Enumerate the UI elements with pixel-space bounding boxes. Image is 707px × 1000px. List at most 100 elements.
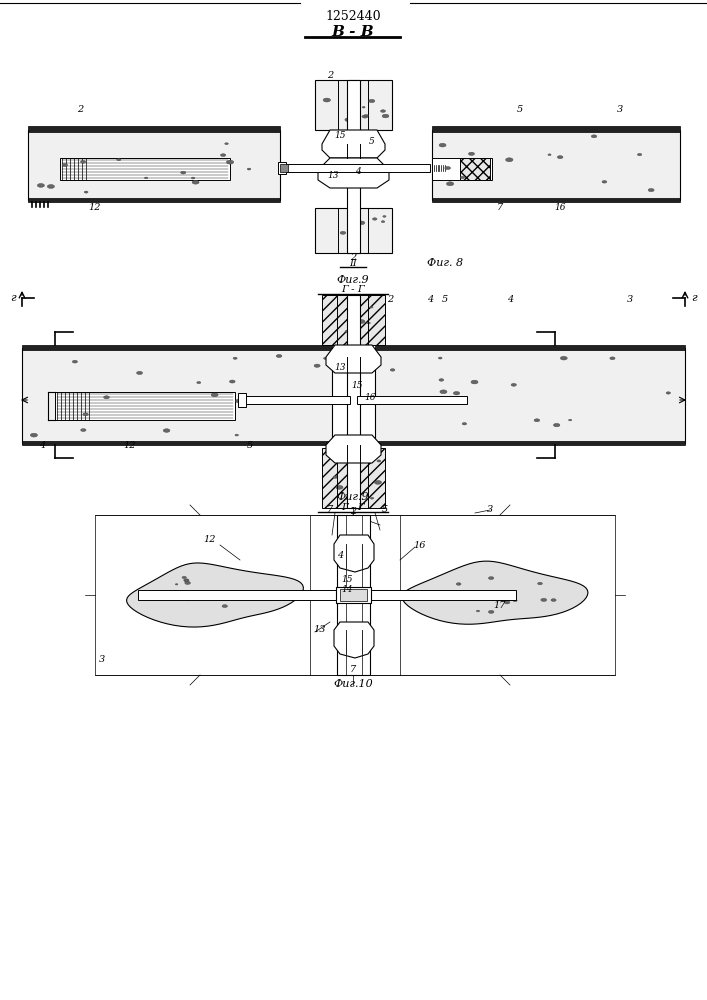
Polygon shape (144, 177, 148, 179)
Polygon shape (591, 135, 597, 138)
Polygon shape (456, 583, 461, 585)
Text: 16: 16 (414, 540, 426, 550)
Text: 4: 4 (337, 550, 343, 560)
Polygon shape (541, 598, 547, 601)
Polygon shape (358, 320, 365, 324)
Polygon shape (390, 369, 395, 371)
Polygon shape (469, 152, 474, 155)
Bar (22, 348, 332, 443)
Polygon shape (370, 306, 373, 308)
Polygon shape (462, 423, 467, 425)
Text: 2: 2 (350, 506, 356, 516)
Bar (315, 80, 392, 130)
Bar (432, 126, 680, 132)
Polygon shape (222, 605, 228, 608)
Text: 16: 16 (554, 202, 566, 212)
Polygon shape (326, 345, 381, 373)
Polygon shape (192, 177, 195, 179)
Polygon shape (163, 429, 170, 432)
Text: Г - Г: Г - Г (341, 286, 365, 294)
Bar (322, 448, 385, 508)
Polygon shape (127, 563, 303, 627)
Polygon shape (136, 371, 143, 375)
Bar (28, 126, 280, 132)
Polygon shape (233, 357, 237, 359)
Polygon shape (648, 188, 654, 192)
Text: 3: 3 (627, 296, 633, 304)
Text: 2: 2 (350, 252, 356, 261)
Polygon shape (83, 413, 88, 416)
Bar (278, 162, 286, 174)
Polygon shape (537, 582, 542, 585)
Polygon shape (334, 535, 374, 572)
Polygon shape (602, 181, 607, 183)
Text: Фиг.9: Фиг.9 (337, 275, 369, 285)
Bar (280, 164, 430, 172)
Polygon shape (334, 622, 374, 658)
Polygon shape (182, 576, 187, 579)
Polygon shape (180, 171, 186, 174)
Bar (340, 589, 367, 601)
Polygon shape (264, 595, 268, 597)
Polygon shape (610, 357, 615, 360)
Polygon shape (322, 130, 385, 158)
Text: 15: 15 (341, 576, 353, 584)
Polygon shape (333, 476, 338, 478)
Polygon shape (638, 153, 642, 156)
Polygon shape (351, 465, 355, 466)
Polygon shape (184, 579, 189, 582)
Text: 13: 13 (314, 626, 326, 635)
Polygon shape (439, 143, 446, 147)
Polygon shape (362, 106, 365, 108)
Bar (432, 198, 680, 202)
Text: 7: 7 (350, 666, 356, 674)
Bar (138, 590, 340, 600)
Polygon shape (503, 598, 506, 600)
Polygon shape (534, 419, 539, 422)
Polygon shape (318, 158, 389, 188)
Polygon shape (185, 580, 189, 582)
Text: 5: 5 (442, 296, 448, 304)
Bar (432, 130, 680, 200)
Polygon shape (438, 357, 442, 359)
Text: 15: 15 (334, 130, 346, 139)
Polygon shape (352, 226, 356, 228)
Polygon shape (72, 360, 78, 363)
Text: 1252440: 1252440 (325, 10, 381, 23)
Text: 2: 2 (387, 296, 393, 304)
Text: 2: 2 (77, 104, 83, 113)
Polygon shape (439, 379, 444, 381)
Polygon shape (504, 601, 510, 604)
Polygon shape (276, 354, 282, 358)
Polygon shape (81, 161, 86, 163)
Bar (375, 348, 685, 443)
Text: Г - Г: Г - Г (341, 504, 365, 512)
Bar (347, 80, 360, 253)
Polygon shape (326, 435, 381, 463)
Polygon shape (324, 357, 327, 359)
Text: г: г (691, 293, 697, 303)
Polygon shape (369, 99, 375, 103)
Bar (322, 295, 385, 345)
Polygon shape (382, 216, 386, 217)
Polygon shape (355, 315, 358, 317)
Bar (55, 392, 235, 420)
Text: г: г (10, 293, 16, 303)
Polygon shape (197, 381, 201, 384)
Text: 7: 7 (497, 202, 503, 212)
Polygon shape (489, 610, 494, 613)
Polygon shape (336, 485, 343, 489)
Polygon shape (225, 143, 228, 145)
Text: 17: 17 (493, 600, 506, 609)
Bar (238, 393, 246, 407)
Bar (336, 587, 371, 603)
Polygon shape (548, 154, 551, 156)
Text: 13: 13 (327, 170, 339, 180)
Bar (240, 396, 350, 404)
Polygon shape (557, 156, 563, 159)
Polygon shape (365, 115, 368, 117)
Polygon shape (551, 599, 556, 601)
Polygon shape (314, 364, 320, 367)
Polygon shape (568, 419, 572, 421)
Polygon shape (345, 331, 349, 332)
